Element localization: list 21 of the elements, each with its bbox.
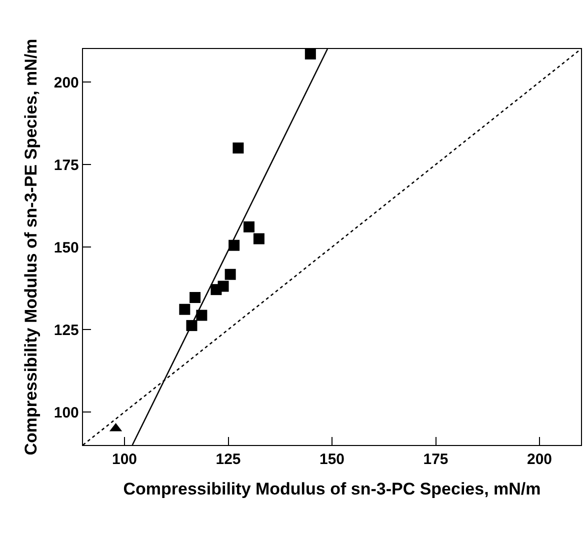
- x-tick-label: 200: [526, 451, 552, 468]
- point: [179, 304, 190, 315]
- x-axis-title: Compressibility Modulus of sn-3-PC Species, mN/m: [123, 480, 541, 498]
- x-tick-label: 125: [216, 451, 241, 468]
- point: [196, 310, 208, 321]
- point: [210, 284, 222, 296]
- y-tick-label: 125: [54, 322, 79, 339]
- x-tick-label: 175: [423, 451, 448, 468]
- y-tick-label: 200: [54, 74, 79, 92]
- point: [244, 221, 254, 232]
- point: [232, 142, 244, 154]
- point: [190, 292, 201, 303]
- point: [224, 268, 236, 280]
- x-tick-label: 150: [319, 451, 345, 468]
- y-tick-label: 100: [54, 404, 79, 422]
- point: [304, 48, 316, 60]
- y-axis-title: Compressibility Modulus of sn-3-PE Species, mN/m: [21, 38, 40, 456]
- point: [253, 233, 264, 244]
- y-tick-label: 150: [54, 239, 79, 256]
- x-tick-label: 100: [112, 451, 138, 468]
- y-tick-label: 175: [54, 156, 79, 174]
